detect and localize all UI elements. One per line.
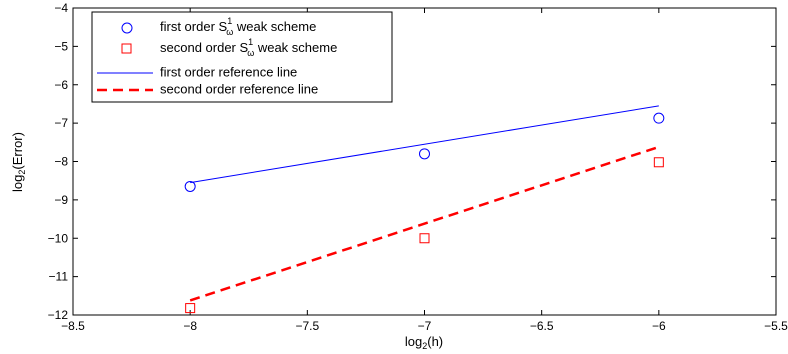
legend-first-rest: weak scheme: [233, 19, 316, 34]
first-order-data-point: [653, 112, 665, 124]
x-tick-label: −8: [183, 319, 197, 333]
x-tick-label: −7: [418, 319, 432, 333]
legend-first-sub: ω: [226, 27, 233, 37]
second-order-data-point: [185, 303, 196, 314]
x-tick-label: −6: [652, 319, 666, 333]
x-tick-label: −6.5: [530, 319, 554, 333]
y-tick-label: −12: [48, 308, 69, 322]
y-tick-label: −10: [48, 231, 69, 245]
legend-label-second-ref: second order reference line: [160, 81, 318, 96]
legend-second-sup: 1: [248, 37, 253, 47]
legend-label-first-scheme: first order S1 ω weak scheme: [160, 16, 316, 37]
legend-marker-circle: [121, 22, 133, 34]
x-axis-label-sub: 2: [422, 341, 427, 351]
x-tick-label: −7.5: [295, 319, 319, 333]
y-axis-label-rest: (Error): [10, 132, 25, 170]
second-order-reference-line: [189, 145, 660, 302]
y-tick-label: −6: [54, 78, 68, 92]
y-tick-label: −11: [49, 270, 69, 284]
y-tick-label: −4: [54, 1, 68, 15]
y-tick-label: −5: [54, 39, 68, 53]
data-marks: [184, 105, 665, 314]
legend-second-rest: weak scheme: [254, 40, 337, 55]
first-order-data-point: [419, 148, 430, 160]
axis-ticks: −8.5 −8 −7.5 −7 −6.5 −6 −5.5 −12 −11 −10 −9 −8 −7 −6 −…: [48, 1, 788, 333]
legend-label-second-scheme: second order S1 ω weak scheme: [160, 37, 337, 58]
y-axis-label: log2(Error): [10, 132, 27, 192]
y-tick-label: −7: [54, 116, 68, 130]
second-order-data-point: [653, 157, 664, 168]
legend-second-sub: ω: [247, 48, 254, 58]
y-axis-label-sub: 2: [17, 170, 27, 175]
y-tick-label: −8: [54, 155, 68, 169]
legend-first-sup: 1: [227, 16, 232, 26]
legend-box: [91, 11, 393, 103]
first-order-data-point: [184, 180, 196, 192]
y-tick-label: −9: [54, 193, 68, 207]
legend-marker-square: [121, 43, 132, 54]
x-tick-label: −8.5: [61, 319, 85, 333]
x-tick-label: −5.5: [764, 319, 788, 333]
legend: first order S1 ω weak scheme second order…: [91, 11, 393, 103]
legend-label-first-ref: first order reference line: [160, 64, 297, 79]
first-order-reference-line: [190, 105, 659, 184]
x-axis-label: log2(h): [405, 334, 443, 351]
second-order-data-point: [419, 233, 430, 244]
x-axis-label-rest: (h): [427, 334, 443, 349]
